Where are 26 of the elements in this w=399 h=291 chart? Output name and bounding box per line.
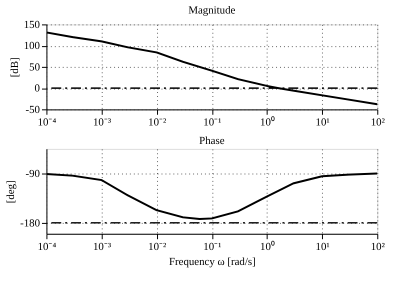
chart-title: Phase — [199, 134, 225, 147]
y-tick-label: -50 — [26, 104, 41, 116]
y-axis-title: [dB] — [8, 57, 21, 78]
x-axis-title: Frequency ω [rad/s] — [168, 256, 256, 268]
x-tick-label: 10⁰ — [260, 240, 275, 254]
x-tick-label: 10¹ — [316, 241, 330, 254]
y-tick-label: 150 — [24, 18, 41, 31]
x-tick-label: 10⁻² — [148, 116, 166, 129]
x-tick-label: 10¹ — [316, 116, 330, 129]
y-axis-title: [deg] — [5, 180, 18, 204]
x-tick-label: 10⁻² — [148, 241, 166, 254]
x-tick-label: 10⁻³ — [92, 116, 112, 129]
y-tick-label: 0 — [34, 82, 41, 95]
x-tick-label: 10² — [370, 116, 385, 129]
x-tick-label: 10² — [370, 241, 385, 254]
y-tick-label: 50 — [29, 61, 41, 74]
x-tick-label: 10⁻⁴ — [38, 116, 56, 129]
chart-title: Magnitude — [188, 4, 236, 17]
y-tick-label: 100 — [24, 40, 41, 52]
x-tick-label: 10⁰ — [260, 116, 275, 129]
y-tick-label: -180 — [20, 217, 41, 230]
x-tick-label: 10⁻¹ — [203, 116, 222, 129]
x-tick-label: 10⁻¹ — [203, 241, 222, 254]
x-tick-label: 10⁻³ — [92, 241, 112, 254]
y-tick-label: -90 — [26, 168, 41, 180]
x-tick-label: 10⁻⁴ — [38, 241, 56, 254]
